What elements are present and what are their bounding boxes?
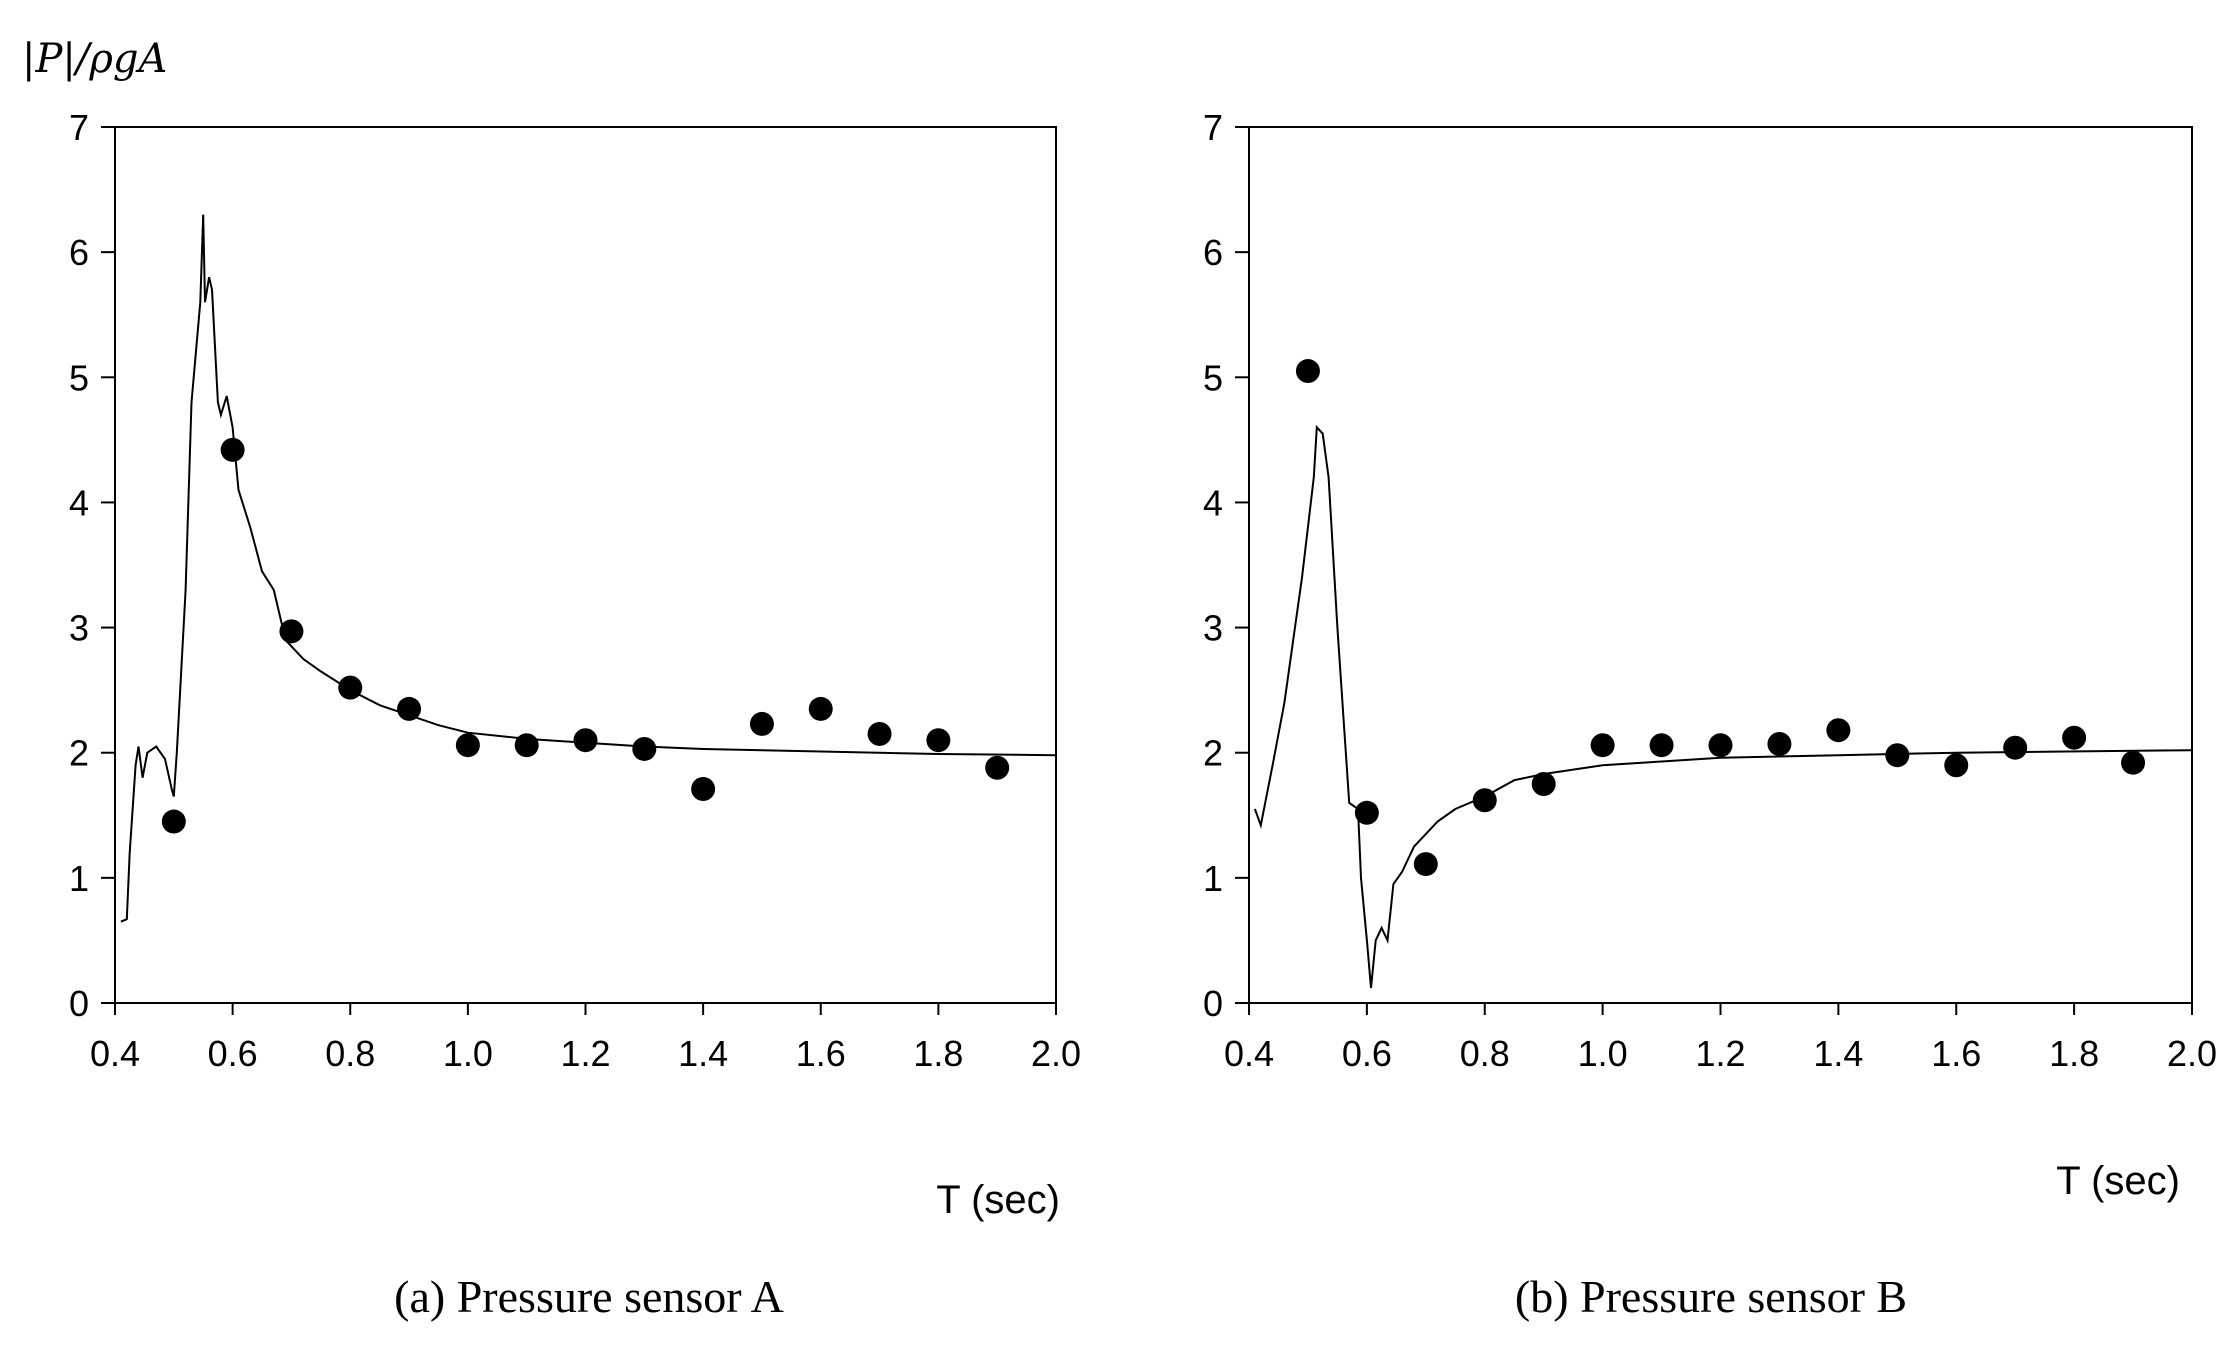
y-tick-label: 5 [69,357,89,398]
simulation-line [1253,424,2193,989]
x-tick-label: 1.0 [443,1033,493,1074]
experiment-point [573,728,598,753]
y-tick-label: 7 [1203,107,1223,148]
experiment-point [1944,753,1969,778]
panel-caption: (b) Pressure sensor B [1515,1271,1907,1322]
experiment-point [161,809,186,834]
experiment-point [1295,359,1320,384]
y-tick-label: 0 [69,983,89,1024]
y-tick-label: 4 [69,482,89,523]
x-tick-label: 1.2 [560,1033,610,1074]
chart-panel-b: 0 1 2 3 4 5 6 7 0.4 0.6 0.8 1.0 1.2 1.4 1.6 1.8 2.0 T (se… [1203,107,2217,1322]
experiment-point [1413,852,1438,877]
y-tick-label: 3 [69,608,89,649]
plot-frame [114,126,1057,1004]
x-tick-label: 0.8 [1460,1033,1510,1074]
y-tick-label: 6 [69,232,89,273]
x-tick-label: 0.4 [90,1033,140,1074]
y-tick-label: 3 [1203,608,1223,649]
experiment-point [279,619,304,644]
experiment-point [1531,772,1556,796]
x-tick-label: 1.8 [2049,1033,2099,1074]
experiment-point [220,437,245,462]
x-axis-label: T (sec) [2056,1159,2180,1203]
experiment-point [1472,788,1497,813]
experiment-point [1885,743,1910,768]
x-tick-label: 1.4 [678,1033,728,1074]
x-tick-label: 0.6 [1342,1033,1392,1074]
experiment-point [1826,718,1851,743]
chart-panel-a: 0 1 2 3 4 5 6 7 0.4 0.6 0.8 1.0 1.2 1.4 1.6 1.8 2.0 T (se… [69,107,1081,1322]
experiment-point [338,675,363,700]
experiment-point [1767,731,1792,756]
experiment-point [397,696,422,721]
simulation-line [120,214,1057,923]
y-tick-label: 1 [1203,858,1223,899]
x-tick-label: 1.8 [913,1033,963,1074]
x-tick-label: 1.0 [1578,1033,1628,1074]
x-tick-label: 2.0 [1031,1033,1081,1074]
y-tick-label: 7 [69,107,89,148]
y-tick-label: 0 [1203,983,1223,1024]
experiment-point [2121,750,2146,775]
experiment-point [985,755,1010,780]
y-axis-label: |P|/ρgA [22,36,167,82]
x-tick-label: 0.6 [208,1033,258,1074]
y-tick-label: 6 [1203,232,1223,273]
experiment-point [1354,800,1379,825]
x-tick-label: 1.6 [1931,1033,1981,1074]
y-tick-label: 2 [1203,733,1223,774]
x-tick-label: 1.6 [796,1033,846,1074]
plot-frame [1248,126,2193,1004]
experiment-point [2003,735,2028,760]
experiment-point [632,736,657,761]
x-tick-label: 1.2 [1695,1033,1745,1074]
x-axis-label: T (sec) [936,1178,1060,1222]
experiment-point [455,733,480,758]
x-tick-label: 1.4 [1813,1033,1863,1074]
experiment-point [514,733,539,758]
panel-caption: (a) Pressure sensor A [394,1271,784,1322]
experiment-point [1590,733,1615,758]
experiment-point [691,777,716,802]
experiment-point [2062,725,2087,750]
experiment-point [1708,733,1733,758]
experiment-point [749,711,774,736]
experiment-point [867,721,892,746]
y-tick-label: 1 [69,858,89,899]
experiment-point [1649,733,1674,758]
x-tick-label: 0.8 [325,1033,375,1074]
x-tick-label: 2.0 [2167,1033,2217,1074]
y-tick-label: 2 [69,733,89,774]
experiment-point [926,728,951,753]
y-tick-label: 5 [1203,357,1223,398]
experiment-point [808,696,833,721]
y-tick-label: 4 [1203,482,1223,523]
x-tick-label: 0.4 [1224,1033,1274,1074]
